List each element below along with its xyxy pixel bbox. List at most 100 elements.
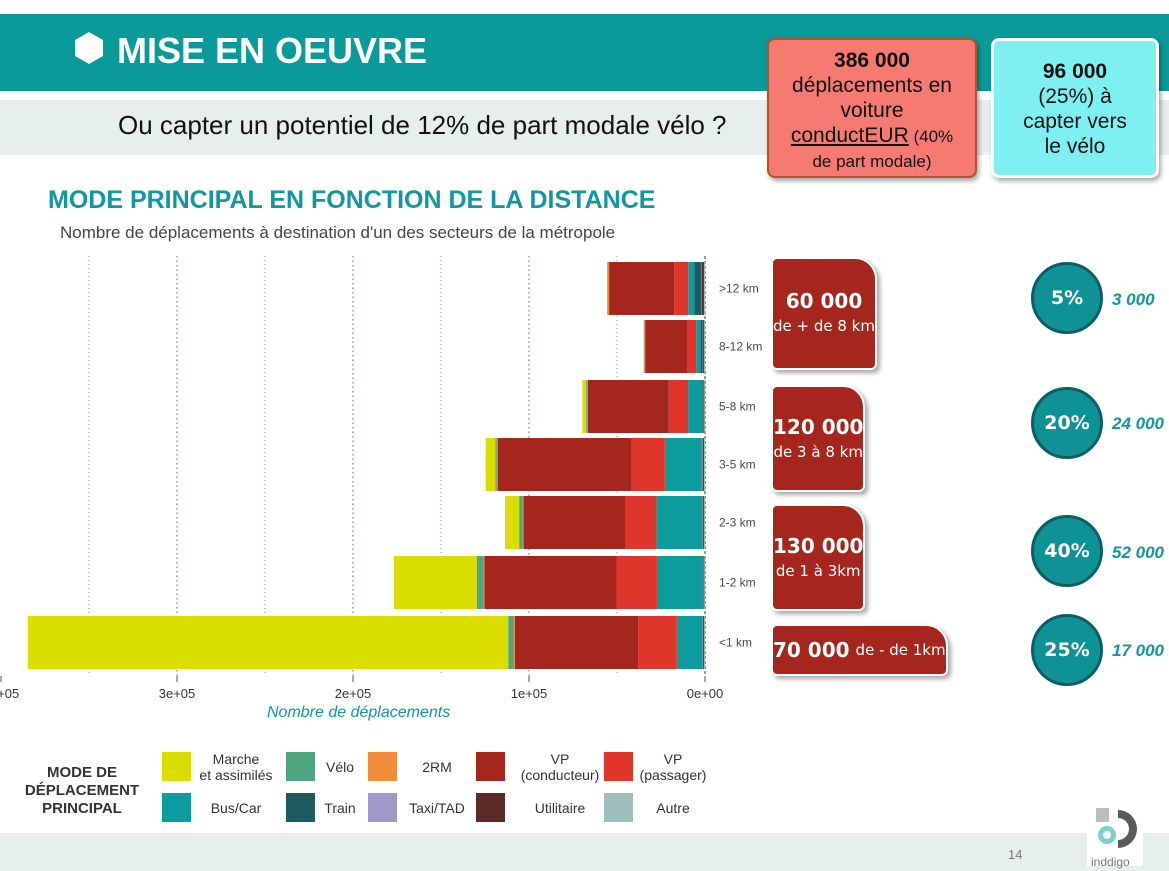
bar-segment [514, 616, 639, 669]
legend-label: Train [324, 800, 356, 816]
legend-swatch [286, 793, 315, 822]
bar-segment [616, 556, 657, 609]
distance-box-label: de + de 8 km [773, 317, 875, 335]
bar-segment [582, 380, 586, 433]
legend-swatch [286, 752, 315, 781]
bar-segment [631, 438, 665, 491]
bar-segment [704, 320, 705, 373]
bar-segment [702, 438, 704, 491]
bar-segment [625, 496, 657, 549]
x-tick-label: 3e+05 [159, 686, 196, 701]
bar-segment [497, 438, 632, 491]
x-tick-label: 1e+05 [511, 686, 548, 701]
legend-swatch [368, 752, 397, 781]
legend-label: Utilitaire [534, 800, 586, 816]
category-label: <1 km [719, 636, 752, 650]
bar-segment [703, 262, 705, 315]
legend-title-line: PRINCIPAL [42, 800, 122, 817]
bike-potential-line2: capter vers [1023, 110, 1127, 133]
bar-segment [703, 380, 705, 433]
bar-segment [688, 262, 695, 315]
legend-label: Marche et assimilés [199, 751, 273, 783]
legend-label: Bus/Car [210, 800, 262, 816]
distance-box-1-3km: 130 000 de 1 à 3km [771, 504, 866, 611]
bar-segment [664, 438, 702, 491]
inddigo-logo [1087, 804, 1143, 866]
bar-segment [703, 438, 705, 491]
share-circle: 40% [1031, 515, 1103, 587]
bar-segment [656, 496, 703, 549]
bar-segment [505, 496, 520, 549]
bar-segment [519, 496, 523, 549]
bar-segment [643, 320, 644, 373]
car-trips-line4: de part modale) [812, 152, 932, 171]
car-trips-callout: 386 000 déplacements en voiture conductE… [767, 38, 977, 178]
bar-segment [694, 262, 702, 315]
share-value: 52 000 [1112, 543, 1164, 562]
share-value: 17 000 [1112, 641, 1164, 660]
distance-box-value: 130 000 [773, 534, 864, 558]
bar-segment [676, 616, 703, 669]
bar-segment [522, 496, 524, 549]
bar-segment [483, 556, 485, 609]
chart-title: MODE PRINCIPAL EN FONCTION DE LA DISTANC… [48, 186, 656, 214]
legend-swatch [162, 752, 191, 781]
distance-box-value: 60 000 [785, 289, 863, 313]
bar-segment [701, 438, 703, 491]
distance-box-label: de 1 à 3km [775, 562, 861, 580]
inddigo-logo-mark [1096, 808, 1137, 848]
car-trips-underlined: conductEUR [790, 124, 909, 147]
bar-segment [703, 496, 705, 549]
category-label: 5-8 km [719, 400, 756, 414]
bar-segment [609, 262, 675, 315]
legend-title-line: DÉPLACEMENT [24, 782, 140, 799]
legend-title: MODE DE DÉPLACEMENT PRINCIPAL [20, 764, 144, 818]
distance-box-value: 120 000 [773, 415, 864, 439]
bar-segment [27, 616, 509, 669]
legend-swatch [476, 793, 505, 822]
share-circle: 20% [1031, 387, 1103, 459]
category-label: >12 km [719, 282, 759, 296]
legend-title-line: MODE DE [46, 764, 117, 781]
bar-segment [704, 496, 705, 549]
legend-swatch [604, 793, 633, 822]
bar-segment [607, 262, 609, 315]
legend-label: Vélo [325, 759, 355, 775]
bar-segment [496, 438, 498, 491]
bar-segment [704, 380, 705, 433]
category-label: 3-5 km [719, 458, 756, 472]
bar-segment [702, 496, 703, 549]
car-trips-line1: déplacements en [792, 74, 952, 97]
bar-segment [484, 556, 617, 609]
bar-segment [703, 616, 705, 669]
bar-segment [703, 556, 705, 609]
bar-segment [523, 496, 626, 549]
bike-potential-callout: 96 000 (25%) à capter vers le vélo [991, 38, 1159, 178]
legend-swatch [604, 752, 633, 781]
question-text: Ou capter un potentiel de 12% de part mo… [118, 110, 727, 140]
x-tick-label: 4e+05 [0, 686, 19, 701]
bar-segment [508, 616, 514, 669]
distance-box-value: 70 000 [773, 638, 850, 662]
bar-segment [703, 320, 705, 373]
legend-label: VP (passager) [639, 751, 707, 783]
car-trips-rest: (40% [908, 127, 954, 146]
bar-segment [656, 556, 703, 609]
bike-potential-number: 96 000 [1042, 60, 1108, 83]
bar-segment [696, 320, 701, 373]
legend-label: VP (conducteur) [520, 751, 600, 783]
bar-segment [638, 616, 677, 669]
bar-segment [645, 320, 688, 373]
category-label: 8-12 km [719, 340, 762, 354]
hexagon-icon [75, 32, 103, 64]
share-value: 3 000 [1112, 290, 1155, 309]
bar-segment [495, 438, 497, 491]
share-circle: 25% [1031, 614, 1103, 686]
bar-segment [687, 320, 697, 373]
distance-box-3-8km: 120 000 de 3 à 8 km [771, 385, 866, 492]
bar-segment [513, 616, 515, 669]
bike-potential-line1: (25%) à [1038, 85, 1112, 108]
bar-segment [701, 262, 704, 315]
bar-segment [644, 320, 646, 373]
share-circle: 5% [1031, 262, 1103, 334]
